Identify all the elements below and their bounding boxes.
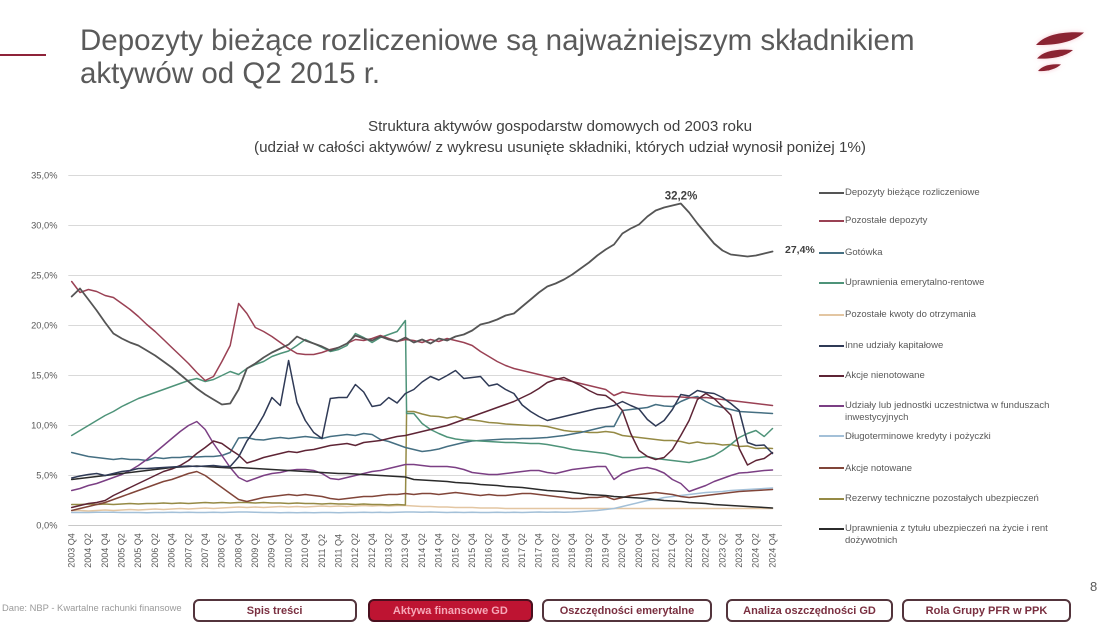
svg-text:2016 Q4: 2016 Q4 [500,533,510,568]
svg-text:2011 Q2: 2011 Q2 [317,534,327,568]
svg-text:2012 Q2: 2012 Q2 [350,533,360,568]
svg-text:27,4%: 27,4% [785,244,815,256]
svg-text:2018 Q4: 2018 Q4 [567,533,577,568]
svg-text:2021 Q2: 2021 Q2 [651,533,661,568]
svg-text:2020 Q4: 2020 Q4 [634,533,644,568]
svg-text:2022 Q4: 2022 Q4 [701,533,711,568]
svg-text:32,2%: 32,2% [665,191,698,203]
svg-text:2024 Q4: 2024 Q4 [767,533,777,568]
svg-text:2015 Q4: 2015 Q4 [467,533,477,568]
svg-text:2006 Q4: 2006 Q4 [167,533,177,568]
svg-text:2003 Q4: 2003 Q4 [67,533,77,568]
svg-text:2011 Q4: 2011 Q4 [334,534,344,568]
svg-text:15,0%: 15,0% [31,371,57,381]
svg-text:2008 Q2: 2008 Q2 [217,533,227,568]
svg-text:25,0%: 25,0% [31,271,57,281]
svg-text:2022 Q2: 2022 Q2 [684,533,694,568]
svg-text:2007 Q2: 2007 Q2 [183,533,193,568]
svg-text:2014 Q2: 2014 Q2 [417,533,427,568]
svg-text:2006 Q2: 2006 Q2 [150,533,160,568]
svg-text:2010 Q4: 2010 Q4 [300,533,310,568]
svg-text:2023 Q2: 2023 Q2 [717,533,727,568]
svg-text:2008 Q4: 2008 Q4 [233,533,243,568]
svg-text:2019 Q4: 2019 Q4 [601,533,611,568]
svg-text:2009 Q4: 2009 Q4 [267,533,277,568]
svg-text:2005 Q2: 2005 Q2 [117,533,127,568]
svg-text:2004 Q4: 2004 Q4 [100,533,110,568]
svg-text:2017 Q4: 2017 Q4 [534,533,544,568]
svg-text:2021 Q4: 2021 Q4 [667,533,677,568]
svg-text:2017 Q2: 2017 Q2 [517,533,527,568]
svg-text:5,0%: 5,0% [36,471,57,481]
svg-text:2014 Q4: 2014 Q4 [434,533,444,568]
svg-text:2019 Q2: 2019 Q2 [584,533,594,568]
svg-text:2012 Q4: 2012 Q4 [367,533,377,568]
svg-text:2023 Q4: 2023 Q4 [734,533,744,568]
svg-text:2020 Q2: 2020 Q2 [617,533,627,568]
svg-text:30,0%: 30,0% [31,221,57,231]
svg-text:2004 Q2: 2004 Q2 [83,533,93,568]
svg-text:35,0%: 35,0% [31,171,57,181]
svg-text:2013 Q4: 2013 Q4 [400,533,410,568]
svg-text:0,0%: 0,0% [36,521,57,531]
svg-text:2010 Q2: 2010 Q2 [283,533,293,568]
svg-text:2016 Q2: 2016 Q2 [484,533,494,568]
svg-text:2005 Q4: 2005 Q4 [133,533,143,568]
svg-text:2018 Q2: 2018 Q2 [550,533,560,568]
svg-text:20,0%: 20,0% [31,321,57,331]
svg-text:2007 Q4: 2007 Q4 [200,533,210,568]
svg-text:10,0%: 10,0% [31,421,57,431]
svg-text:2009 Q2: 2009 Q2 [250,533,260,568]
svg-text:2015 Q2: 2015 Q2 [450,533,460,568]
svg-text:2013 Q2: 2013 Q2 [384,533,394,568]
svg-text:2024 Q2: 2024 Q2 [751,533,761,568]
